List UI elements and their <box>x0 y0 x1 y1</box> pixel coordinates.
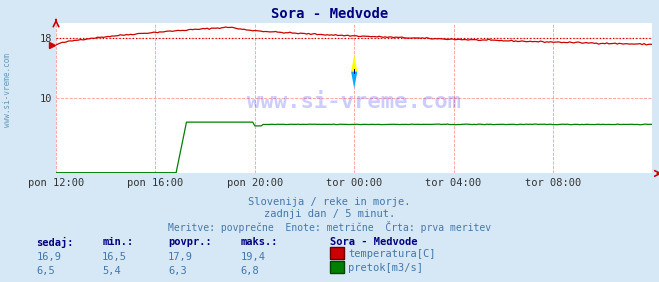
Text: povpr.:: povpr.: <box>168 237 212 247</box>
Text: www.si-vreme.com: www.si-vreme.com <box>3 53 13 127</box>
Bar <box>354 69 355 74</box>
Text: zadnji dan / 5 minut.: zadnji dan / 5 minut. <box>264 209 395 219</box>
Text: Slovenija / reke in morje.: Slovenija / reke in morje. <box>248 197 411 207</box>
Text: 6,3: 6,3 <box>168 266 186 276</box>
Text: min.:: min.: <box>102 237 133 247</box>
Polygon shape <box>351 55 357 72</box>
Text: 16,9: 16,9 <box>36 252 61 261</box>
Text: temperatura[C]: temperatura[C] <box>348 249 436 259</box>
Text: 16,5: 16,5 <box>102 252 127 261</box>
Text: 5,4: 5,4 <box>102 266 121 276</box>
Polygon shape <box>351 72 357 89</box>
Text: 6,5: 6,5 <box>36 266 55 276</box>
Text: maks.:: maks.: <box>241 237 278 247</box>
Text: pretok[m3/s]: pretok[m3/s] <box>348 263 423 273</box>
Text: Sora - Medvode: Sora - Medvode <box>330 237 417 247</box>
Text: www.si-vreme.com: www.si-vreme.com <box>247 92 461 112</box>
Text: 19,4: 19,4 <box>241 252 266 261</box>
Text: 17,9: 17,9 <box>168 252 193 261</box>
Text: sedaj:: sedaj: <box>36 237 74 248</box>
Text: Meritve: povprečne  Enote: metrične  Črta: prva meritev: Meritve: povprečne Enote: metrične Črta:… <box>168 221 491 233</box>
Text: 6,8: 6,8 <box>241 266 259 276</box>
Text: Sora - Medvode: Sora - Medvode <box>271 7 388 21</box>
